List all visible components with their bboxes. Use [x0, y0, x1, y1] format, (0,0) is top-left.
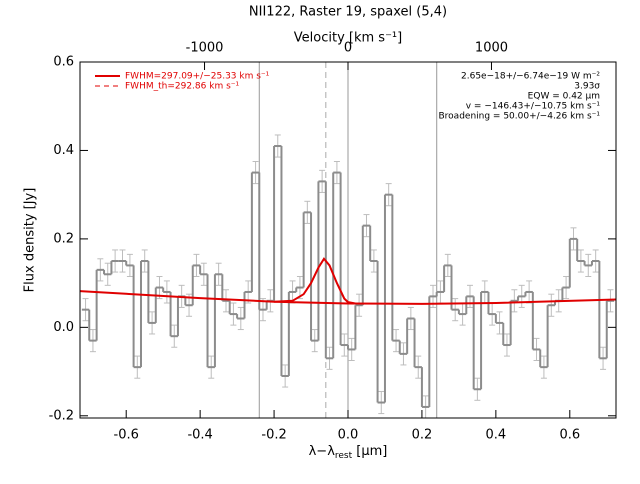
- y-axis-label: Flux density [Jy]: [23, 188, 38, 293]
- y-tick-label: 0.2: [53, 231, 74, 246]
- annotation: EQW = 0.42 μm: [528, 92, 600, 102]
- x-label-sub: rest: [335, 451, 353, 461]
- y-tick-label: -0.2: [49, 408, 74, 423]
- annotation: 3.93σ: [574, 82, 600, 92]
- x-tick-label: -0.6: [114, 428, 139, 443]
- x-axis-label: λ−λrest [μm]: [309, 444, 388, 461]
- fit-line: [80, 290, 616, 305]
- x-label-unit: [μm]: [352, 444, 387, 459]
- x-tick-label: 0.4: [486, 428, 507, 443]
- top-tick-label: 1000: [475, 41, 508, 56]
- x-tick-label: 0.2: [412, 428, 433, 443]
- chart-title: NII122, Raster 19, spaxel (5,4): [249, 5, 447, 20]
- annotation: 2.65e−18+/−6.74e−19 W m⁻²: [461, 72, 600, 82]
- top-tick-label: 0: [344, 41, 352, 56]
- x-tick-label: 0.6: [559, 428, 580, 443]
- legend-label: FWHM_th=292.86 km s⁻¹: [125, 82, 240, 92]
- x-label-main: λ−λ: [309, 444, 336, 459]
- top-axis-label: Velocity [km s⁻¹]: [294, 31, 402, 46]
- fit-line: [274, 257, 356, 305]
- y-tick-label: 0.4: [53, 143, 74, 158]
- plot-area: [80, 62, 616, 418]
- y-tick-label: 0.6: [53, 55, 74, 70]
- annotation: Broadening = 50.00+/−4.26 km s⁻¹: [439, 112, 601, 122]
- legend-label: FWHM=297.09+/−25.33 km s⁻¹: [125, 72, 270, 82]
- x-tick-label: -0.4: [187, 428, 212, 443]
- x-tick-label: -0.2: [261, 428, 286, 443]
- x-tick-label: 0.0: [338, 428, 359, 443]
- y-tick-label: 0.0: [53, 320, 74, 335]
- top-tick-label: -1000: [186, 41, 224, 56]
- annotation: v = −146.43+/−10.75 km s⁻¹: [466, 102, 601, 112]
